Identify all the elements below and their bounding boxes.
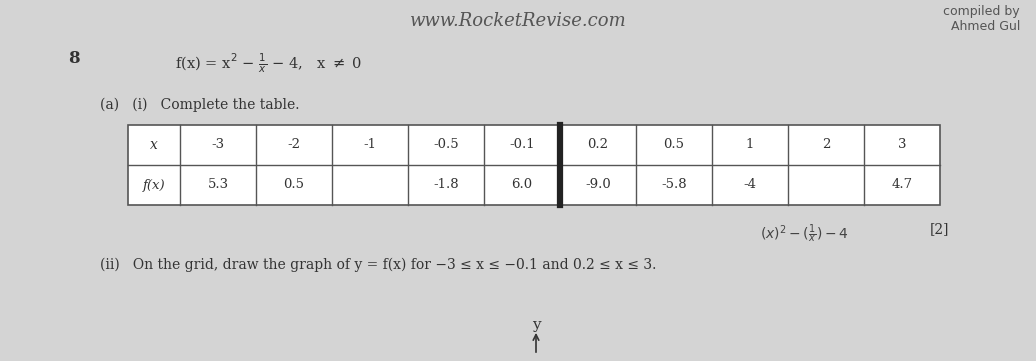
Text: y: y (531, 318, 541, 332)
Text: [2]: [2] (930, 222, 950, 236)
Text: 5.3: 5.3 (207, 178, 229, 191)
Text: 2: 2 (822, 139, 830, 152)
Text: 0.5: 0.5 (284, 178, 305, 191)
Text: 8: 8 (68, 50, 80, 67)
Bar (128, 125, 940, 205)
Text: f(x) = x$^2$ $-$ $\frac{1}{x}$ $-$ 4,   x $\neq$ 0: f(x) = x$^2$ $-$ $\frac{1}{x}$ $-$ 4, x … (175, 52, 363, 75)
Text: (a)   (i)   Complete the table.: (a) (i) Complete the table. (100, 98, 299, 112)
Text: -5.8: -5.8 (661, 178, 687, 191)
Text: www.RocketRevise.com: www.RocketRevise.com (409, 12, 627, 30)
Text: -9.0: -9.0 (585, 178, 611, 191)
Text: 0.5: 0.5 (663, 139, 685, 152)
Text: (ii)   On the grid, draw the graph of y = f(x) for −3 ≤ x ≤ −0.1 and 0.2 ≤ x ≤ 3: (ii) On the grid, draw the graph of y = … (100, 258, 657, 273)
Text: -0.5: -0.5 (433, 139, 459, 152)
Bar (128, 125, 940, 205)
Text: compiled by
Ahmed Gul: compiled by Ahmed Gul (944, 5, 1020, 33)
Text: -1.8: -1.8 (433, 178, 459, 191)
Text: 1: 1 (746, 139, 754, 152)
Text: x: x (150, 138, 157, 152)
Text: -2: -2 (288, 139, 300, 152)
Text: -4: -4 (744, 178, 756, 191)
Text: -0.1: -0.1 (509, 139, 535, 152)
Text: 3: 3 (898, 139, 906, 152)
Text: $(x)^2-(\frac{1}{x})-4$: $(x)^2-(\frac{1}{x})-4$ (760, 222, 848, 245)
Text: 0.2: 0.2 (587, 139, 608, 152)
Text: -1: -1 (364, 139, 376, 152)
Text: -3: -3 (211, 139, 225, 152)
Text: 4.7: 4.7 (891, 178, 913, 191)
Text: f(x): f(x) (143, 178, 166, 191)
Text: 6.0: 6.0 (512, 178, 533, 191)
